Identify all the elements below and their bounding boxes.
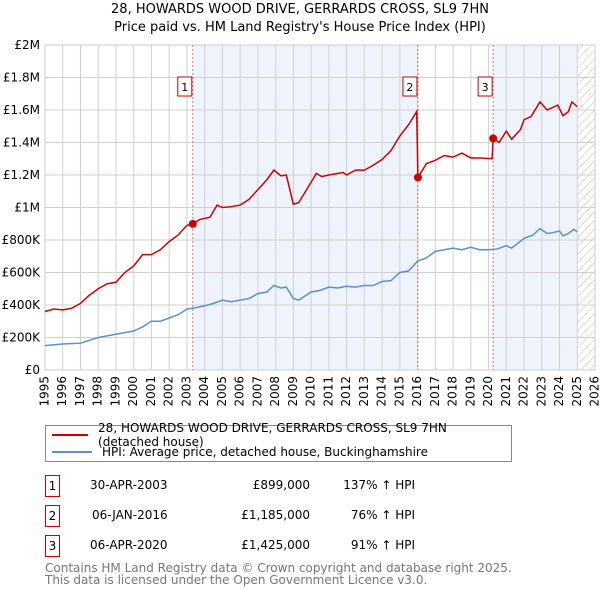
sale-label-badge: 1 [177,76,193,97]
x-tick-label: 2016 [410,376,424,407]
sale-point [188,219,197,228]
legend-item-hpi: HPI: Average price, detached house, Buck… [52,444,428,460]
badge-number: 3 [482,81,489,94]
x-tick-label: 2001 [144,376,158,407]
x-tick-label: 2019 [463,376,477,407]
sale-price: £1,425,000 [241,538,310,552]
sale-hpi-change: 91% ↑ HPI [350,538,415,552]
sale-point [413,173,422,182]
x-tick-label: 2021 [499,376,513,407]
x-tick-label: 1998 [91,376,105,407]
x-tick-label: 1997 [73,376,87,407]
y-tick-label: £1.8M [3,71,40,85]
x-tick-label: 2013 [357,376,371,407]
y-tick-label: £400K [2,298,42,312]
x-tick-label: 2026 [588,376,600,407]
x-tick-label: 2018 [446,376,460,407]
sale-date: 06-JAN-2016 [92,508,168,522]
badge-number: 2 [406,81,413,94]
x-tick-label: 2025 [570,376,584,407]
chart-title: 28, HOWARDS WOOD DRIVE, GERRARDS CROSS, … [111,2,489,17]
x-tick-label: 2015 [392,376,406,407]
sale-label-badge: 2 [402,76,418,97]
table-row: 2 06-JAN-2016 £1,185,000 76% ↑ HPI [45,505,445,527]
sale-price: £1,185,000 [241,508,310,522]
badge-number: 1 [181,81,188,94]
chart-subtitle: Price paid vs. HM Land Registry's House … [114,20,486,35]
legend-item-property: 28, HOWARDS WOOD DRIVE, GERRARDS CROSS, … [52,421,511,449]
y-tick-label: £800K [2,233,42,247]
sale-marker-badge: 2 [45,505,60,527]
x-tick-label: 2002 [162,376,176,407]
blue-line-swatch [52,451,92,453]
x-tick-label: 2012 [339,376,353,407]
badge-box [402,76,418,97]
sale-price: £899,000 [252,478,310,492]
sale-marker-badge: 1 [45,475,60,497]
sale-date: 30-APR-2003 [90,478,168,492]
x-tick-label: 2005 [215,376,229,407]
x-tick-label: 2007 [250,376,264,407]
x-tick-label: 2008 [268,376,282,407]
x-tick-label: 2020 [481,376,495,407]
badge-box [477,76,493,97]
price-chart: 1995 1996 1997 1998 1999 2000 2001 2002 2003 2004… [2,38,600,407]
x-tick-label: 2014 [375,376,389,407]
sale-marker-badge: 3 [45,535,60,557]
x-tick-label: 2000 [126,376,140,407]
y-tick-label: £200K [2,331,42,345]
series-line [44,227,578,347]
x-tick-label: 2022 [517,376,531,407]
x-tick-label: 2010 [304,376,318,407]
footer-licence: This data is licensed under the Open Gov… [45,573,428,587]
x-tick-label: 2011 [321,376,335,407]
x-tick-label: 2006 [233,376,247,407]
legend: 28, HOWARDS WOOD DRIVE, GERRARDS CROSS, … [45,421,512,462]
y-tick-label: £1.6M [3,103,40,117]
plot-border [44,44,596,371]
red-line-swatch [52,434,89,436]
footer-copyright: Contains HM Land Registry data © Crown c… [45,561,512,575]
x-tick-label: 2023 [534,376,548,407]
table-row: 3 06-APR-2020 £1,425,000 91% ↑ HPI [45,535,445,557]
x-tick-label: 2004 [197,376,211,407]
sale-point [489,134,498,143]
y-tick-label: £600K [2,266,42,280]
series-line [44,100,578,313]
legend-label: 28, HOWARDS WOOD DRIVE, GERRARDS CROSS, … [98,421,447,449]
x-tick-label: 1999 [108,376,122,407]
y-tick-label: £1.2M [3,168,40,182]
legend-label: HPI: Average price, detached house, Buck… [102,445,428,459]
x-tick-label: 2024 [552,376,566,407]
y-tick-label: £1M [14,201,40,215]
sale-label-badge: 3 [477,76,493,97]
x-tick-label: 2017 [428,376,442,407]
sale-hpi-change: 76% ↑ HPI [350,508,415,522]
x-tick-label: 2003 [179,376,193,407]
sale-hpi-change: 137% ↑ HPI [343,478,415,492]
table-row: 1 30-APR-2003 £899,000 137% ↑ HPI [45,475,445,497]
badge-box [177,76,193,97]
y-tick-label: £2M [14,38,40,52]
x-tick-label: 1995 [38,376,52,407]
x-tick-label: 2009 [286,376,300,407]
y-tick-label: £1.4M [3,136,40,150]
y-tick-label: £0 [25,363,40,377]
x-tick-label: 1996 [55,376,69,407]
sale-date: 06-APR-2020 [90,538,168,552]
